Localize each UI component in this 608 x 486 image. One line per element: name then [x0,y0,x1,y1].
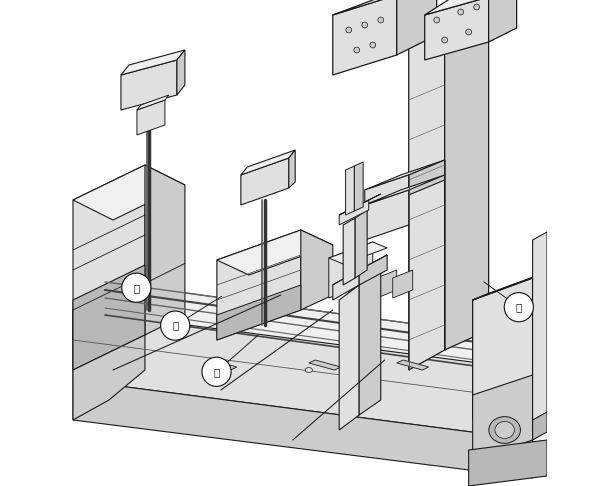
Polygon shape [365,160,444,190]
Ellipse shape [378,17,384,23]
Polygon shape [469,440,547,486]
Polygon shape [472,272,547,300]
Polygon shape [533,367,547,440]
Circle shape [161,311,190,340]
Ellipse shape [489,417,520,443]
Polygon shape [73,265,145,370]
Polygon shape [333,0,397,75]
Polygon shape [121,60,177,110]
Ellipse shape [458,9,463,15]
Ellipse shape [362,22,368,28]
Polygon shape [217,230,333,275]
Polygon shape [444,0,489,350]
Polygon shape [121,50,185,75]
Polygon shape [472,278,533,420]
Polygon shape [217,285,301,340]
Polygon shape [409,20,444,370]
Polygon shape [377,270,397,298]
Polygon shape [489,0,517,42]
Polygon shape [365,175,444,205]
Polygon shape [329,242,387,264]
Polygon shape [397,360,429,370]
Polygon shape [137,100,165,135]
Polygon shape [301,230,333,310]
Ellipse shape [474,4,480,10]
Polygon shape [339,200,368,225]
Ellipse shape [305,367,313,372]
Polygon shape [205,360,237,370]
Text: ⑵: ⑵ [172,321,178,330]
Polygon shape [145,165,185,335]
Ellipse shape [442,37,447,43]
Polygon shape [343,218,355,285]
Polygon shape [177,50,185,95]
Polygon shape [409,0,489,40]
Text: ⑴: ⑴ [133,283,139,293]
Polygon shape [425,0,517,15]
Polygon shape [339,194,381,215]
Polygon shape [533,232,547,420]
Polygon shape [339,285,359,430]
Circle shape [122,273,151,302]
Circle shape [504,293,533,322]
Polygon shape [355,210,367,278]
Ellipse shape [434,17,440,23]
Polygon shape [393,270,413,298]
Polygon shape [73,310,533,440]
Polygon shape [73,335,145,420]
Polygon shape [359,270,381,415]
Polygon shape [309,360,340,370]
Polygon shape [472,375,533,460]
Polygon shape [409,160,444,195]
Polygon shape [241,158,289,205]
Ellipse shape [466,29,472,35]
Polygon shape [397,0,437,55]
Polygon shape [333,270,359,300]
Polygon shape [241,150,295,175]
Polygon shape [73,165,145,370]
Text: ⑶: ⑶ [213,367,219,377]
Polygon shape [359,255,387,285]
Polygon shape [365,175,409,210]
Polygon shape [217,230,301,340]
Polygon shape [73,380,533,478]
Polygon shape [333,0,437,15]
Polygon shape [329,242,373,298]
Ellipse shape [346,27,351,33]
Text: ⑳: ⑳ [516,302,522,312]
Polygon shape [73,282,533,370]
Polygon shape [137,95,169,110]
Polygon shape [345,166,354,215]
Polygon shape [425,0,489,60]
Polygon shape [333,255,387,285]
Ellipse shape [370,42,376,48]
Polygon shape [289,150,295,188]
Ellipse shape [495,421,514,438]
Polygon shape [365,190,409,240]
Polygon shape [73,165,185,220]
Ellipse shape [354,47,360,53]
Polygon shape [533,272,547,398]
Polygon shape [354,162,363,211]
Polygon shape [349,270,368,298]
Circle shape [202,357,231,386]
